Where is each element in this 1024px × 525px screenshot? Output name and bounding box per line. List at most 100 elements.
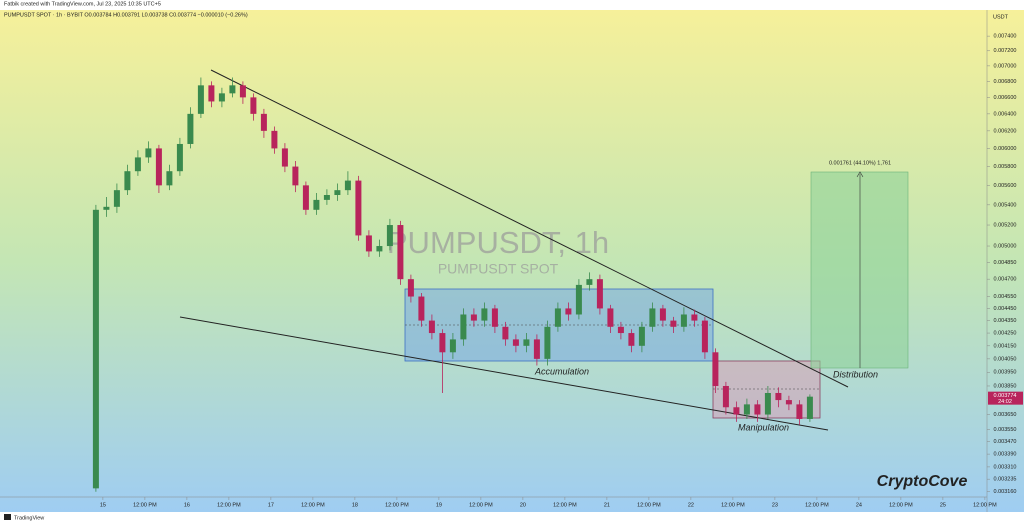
x-tick-label: 21 [604, 502, 610, 508]
x-tick-label: 12:00 PM [301, 502, 325, 508]
candle-body [92, 209, 99, 489]
candle-body [292, 166, 299, 186]
candle-body [512, 339, 519, 346]
candle-body [523, 339, 530, 346]
y-tick-label: 0.004550 [994, 294, 1017, 300]
x-tick-label: 12:00 PM [889, 502, 913, 508]
candle-body [155, 148, 162, 186]
y-tick-label: 0.004450 [994, 306, 1017, 312]
x-tick-label: 22 [688, 502, 694, 508]
x-tick-label: 12:00 PM [469, 502, 493, 508]
x-tick-label: 12:00 PM [217, 502, 241, 508]
candle-body [187, 113, 194, 144]
candle-body [460, 314, 467, 340]
candle-body [796, 404, 803, 419]
candle-body [691, 314, 698, 321]
candle-body [733, 407, 740, 415]
unit-label: USDT [993, 14, 1009, 20]
y-tick-label: 0.003550 [994, 427, 1017, 433]
candle-body [428, 320, 435, 334]
candle-body [397, 225, 404, 280]
arrow-head [856, 171, 864, 178]
candle-body [649, 308, 656, 327]
y-tick-label: 0.007200 [994, 48, 1017, 54]
candle-body [260, 113, 267, 131]
x-tick-label: 12:00 PM [721, 502, 745, 508]
watermark-title: PUMPUSDT, 1h [387, 225, 609, 260]
candle-body [701, 320, 708, 353]
candle-body [323, 195, 330, 200]
candle-body [313, 199, 320, 210]
candle-body [103, 206, 110, 210]
candle-body [502, 326, 509, 340]
upper-trendline [210, 69, 849, 388]
candle-body [659, 308, 666, 321]
distribution-label: Distribution [833, 369, 878, 379]
countdown: 24:02 [998, 399, 1012, 405]
candle-body [533, 339, 540, 359]
y-tick-label: 0.004250 [994, 331, 1017, 337]
candle-body [229, 85, 236, 94]
x-tick-label: 12:00 PM [553, 502, 577, 508]
y-tick-label: 0.003470 [994, 439, 1017, 445]
x-tick-label: 12:00 PM [805, 502, 829, 508]
footer: TradingView [14, 515, 44, 521]
candle-body [554, 308, 561, 327]
brand: CryptoCove [877, 473, 968, 490]
y-tick-label: 0.003235 [994, 477, 1017, 483]
y-tick-label: 0.005800 [994, 164, 1017, 170]
candle-body [365, 235, 372, 252]
x-tick-label: 17 [268, 502, 274, 508]
y-tick-label: 0.004050 [994, 356, 1017, 362]
x-tick-label: 12:00 PM [133, 502, 157, 508]
y-tick-label: 0.004850 [994, 260, 1017, 266]
candle-body [145, 148, 152, 158]
x-tick-label: 19 [436, 502, 442, 508]
candle-body [449, 339, 456, 353]
y-tick-label: 0.004350 [994, 318, 1017, 324]
candle-body [344, 180, 351, 191]
candle-body [775, 392, 782, 401]
y-tick-label: 0.006400 [994, 111, 1017, 117]
x-tick-label: 18 [352, 502, 358, 508]
measure-label: 0.001761 (44.10%) 1,761 [829, 160, 891, 166]
y-tick-label: 0.003650 [994, 412, 1017, 418]
last-price-label: 0.003774 [994, 393, 1017, 399]
lower-trendline [179, 316, 829, 431]
x-tick-label: 23 [772, 502, 778, 508]
candle-body [638, 326, 645, 346]
target-box [810, 171, 909, 369]
candle-body [491, 308, 498, 327]
candle-body [197, 85, 204, 114]
candle-body [250, 97, 257, 114]
candle-body [271, 130, 278, 149]
candle-body [113, 190, 120, 207]
candle-body [754, 404, 761, 415]
candle-body [166, 171, 173, 186]
y-tick-label: 0.004700 [994, 277, 1017, 283]
x-tick-label: 20 [520, 502, 526, 508]
y-tick-label: 0.005400 [994, 202, 1017, 208]
candle-body [596, 279, 603, 309]
logo [4, 514, 11, 520]
candle-body [124, 171, 131, 191]
x-tick-label: 15 [100, 502, 106, 508]
x-tick-label: 16 [184, 502, 190, 508]
candle-body [239, 85, 246, 98]
candle-body [481, 308, 488, 321]
candle-body [208, 85, 215, 102]
y-tick-label: 0.005000 [994, 243, 1017, 249]
y-tick-label: 0.005200 [994, 222, 1017, 228]
candle-body [670, 320, 677, 327]
manipulation-label: Manipulation [738, 422, 789, 432]
candle-body [376, 246, 383, 252]
candle-body [418, 296, 425, 321]
candle-body [176, 143, 183, 172]
y-tick-label: 0.004150 [994, 343, 1017, 349]
candle-body [544, 326, 551, 359]
y-tick-label: 0.007400 [994, 34, 1017, 40]
candle-body [628, 333, 635, 346]
x-tick-label: 24 [856, 502, 862, 508]
candle-body [764, 392, 771, 415]
